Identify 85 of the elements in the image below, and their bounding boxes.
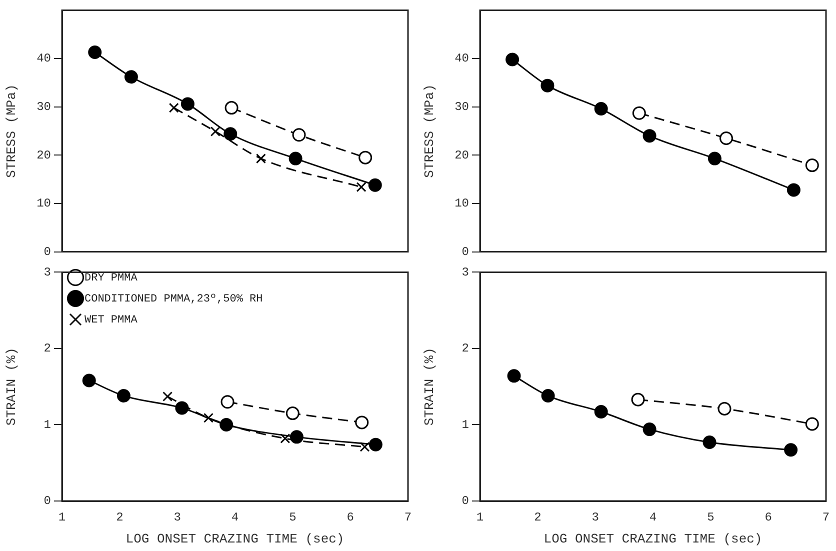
point <box>210 126 220 136</box>
y-tick-label: 30 <box>454 100 469 114</box>
x-tick-label: 6 <box>764 510 772 524</box>
y-tick-label: 0 <box>44 494 51 508</box>
point <box>594 102 608 116</box>
point <box>203 412 214 423</box>
point <box>805 158 819 172</box>
point <box>805 417 819 431</box>
legend-label: DRY PMMA <box>84 272 138 284</box>
point <box>286 406 300 420</box>
x-tick-label: 3 <box>174 510 181 524</box>
point <box>224 101 238 115</box>
point <box>631 392 645 406</box>
x-tick-label: 1 <box>58 510 66 524</box>
x-tick-label: 3 <box>592 510 599 524</box>
point <box>719 132 733 145</box>
y-axis-title: STRAIN (%) <box>4 348 20 426</box>
point <box>360 442 370 452</box>
point <box>718 402 732 416</box>
y-tick-label: 40 <box>36 52 51 66</box>
y-axis-title: STRESS (MPa) <box>4 84 20 178</box>
point <box>290 430 304 444</box>
x-tick-label: 1 <box>476 510 484 524</box>
y-tick-label: 0 <box>44 244 51 259</box>
y-tick-label: 30 <box>36 100 51 114</box>
y-tick-label: 10 <box>36 196 51 211</box>
point <box>540 78 554 92</box>
point <box>368 178 382 192</box>
legend-label: CONDITIONED PMMA,23º,50% RH <box>84 293 263 306</box>
x-tick-label: 5 <box>289 510 296 524</box>
y-tick-label: 3 <box>462 265 469 280</box>
x-tick-label: 6 <box>346 510 354 524</box>
point <box>162 392 173 402</box>
y-tick-label: 20 <box>36 148 51 162</box>
x-tick-label: 2 <box>116 510 124 524</box>
x-tick-label: 4 <box>231 510 239 524</box>
x-tick-label: 4 <box>649 510 657 524</box>
x-tick-label: 5 <box>707 510 714 524</box>
point <box>292 128 306 142</box>
point <box>506 52 520 66</box>
point <box>507 369 521 383</box>
point <box>642 129 656 143</box>
point <box>88 45 102 59</box>
y-axis-title: STRESS (MPa) <box>422 84 438 178</box>
point <box>642 422 656 436</box>
y-axis-title: STRAIN (%) <box>422 348 438 426</box>
point <box>784 443 798 457</box>
point <box>541 389 555 402</box>
point <box>356 182 366 192</box>
y-tick-label: 1 <box>462 418 469 432</box>
point <box>168 102 179 113</box>
point <box>220 418 234 432</box>
y-tick-label: 1 <box>44 418 51 432</box>
point <box>355 416 369 430</box>
point <box>82 374 96 388</box>
point <box>175 401 189 415</box>
legend-label: WET PMMA <box>84 314 138 326</box>
y-tick-label: 0 <box>462 494 469 508</box>
point <box>180 97 194 111</box>
point <box>116 389 130 402</box>
y-tick-label: 2 <box>44 342 51 356</box>
point <box>368 438 382 452</box>
x-tick-label: 7 <box>822 510 830 524</box>
point <box>708 152 722 166</box>
point <box>702 436 716 450</box>
point <box>358 150 372 164</box>
x-axis-title: LOG ONSET CRAZING TIME (sec) <box>544 532 762 547</box>
point <box>124 70 138 84</box>
y-tick-label: 10 <box>454 196 469 211</box>
x-tick-label: 7 <box>404 510 412 524</box>
y-tick-label: 40 <box>454 52 469 66</box>
point <box>256 154 266 164</box>
y-tick-label: 2 <box>462 342 469 356</box>
point <box>288 152 302 166</box>
point <box>220 395 234 409</box>
point <box>786 183 800 197</box>
point <box>224 127 238 141</box>
point <box>280 433 290 444</box>
x-axis-title: LOG ONSET CRAZING TIME (sec) <box>126 532 344 547</box>
x-tick-label: 2 <box>534 510 542 524</box>
y-tick-label: 3 <box>44 265 51 280</box>
point <box>594 405 608 419</box>
y-tick-label: 0 <box>462 244 469 259</box>
y-tick-label: 20 <box>454 148 469 162</box>
point <box>632 106 646 120</box>
